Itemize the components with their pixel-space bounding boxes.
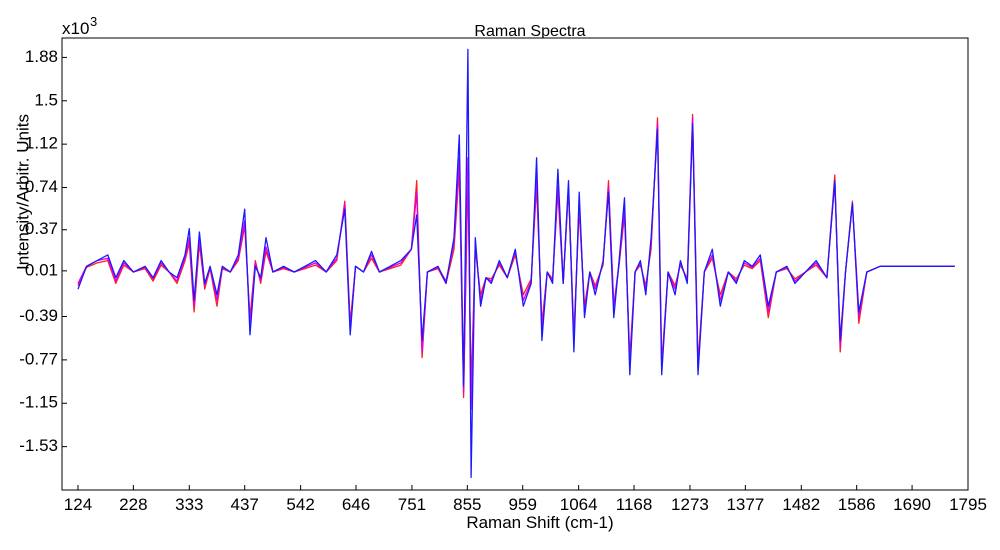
x-tick-label: 1064 <box>560 495 598 514</box>
multiplier-exponent: 3 <box>90 14 97 29</box>
x-tick-label: 646 <box>342 495 370 514</box>
y-tick-label: 1.88 <box>25 47 58 66</box>
y-tick-label: 1.12 <box>25 134 58 153</box>
y-tick-label: -1.53 <box>19 436 58 455</box>
y-tick-label: 0.37 <box>25 219 58 238</box>
x-tick-label: 1586 <box>838 495 876 514</box>
x-tick-label: 1690 <box>893 495 931 514</box>
y-tick-label: 0.74 <box>25 177 58 196</box>
y-tick-label: -0.77 <box>19 349 58 368</box>
x-tick-label: 1795 <box>949 495 987 514</box>
x-axis-label: Raman Shift (cm-1) <box>466 513 613 532</box>
x-tick-label: 959 <box>509 495 537 514</box>
x-tick-label: 542 <box>286 495 314 514</box>
y-tick-label: 0.01 <box>25 260 58 279</box>
x-tick-label: 437 <box>231 495 259 514</box>
multiplier-base: x10 <box>62 19 89 38</box>
spectrum-line <box>77 48 955 479</box>
x-tick-label: 1482 <box>782 495 820 514</box>
y-axis-label: Intensity/Arbitr. Units <box>13 114 32 270</box>
y-tick-label: 1.5 <box>34 90 58 109</box>
x-tick-label: 124 <box>64 495 92 514</box>
x-tick-label: 855 <box>453 495 481 514</box>
y-tick-label: -0.39 <box>19 306 58 325</box>
x-tick-label: 1273 <box>671 495 709 514</box>
x-tick-label: 751 <box>398 495 426 514</box>
x-tick-label: 1168 <box>616 495 653 514</box>
y-tick-label: -1.15 <box>19 393 58 412</box>
x-tick-label: 333 <box>175 495 203 514</box>
x-tick-label: 1377 <box>726 495 764 514</box>
x-tick-label: 228 <box>119 495 147 514</box>
chart-title: Raman Spectra <box>474 23 585 40</box>
